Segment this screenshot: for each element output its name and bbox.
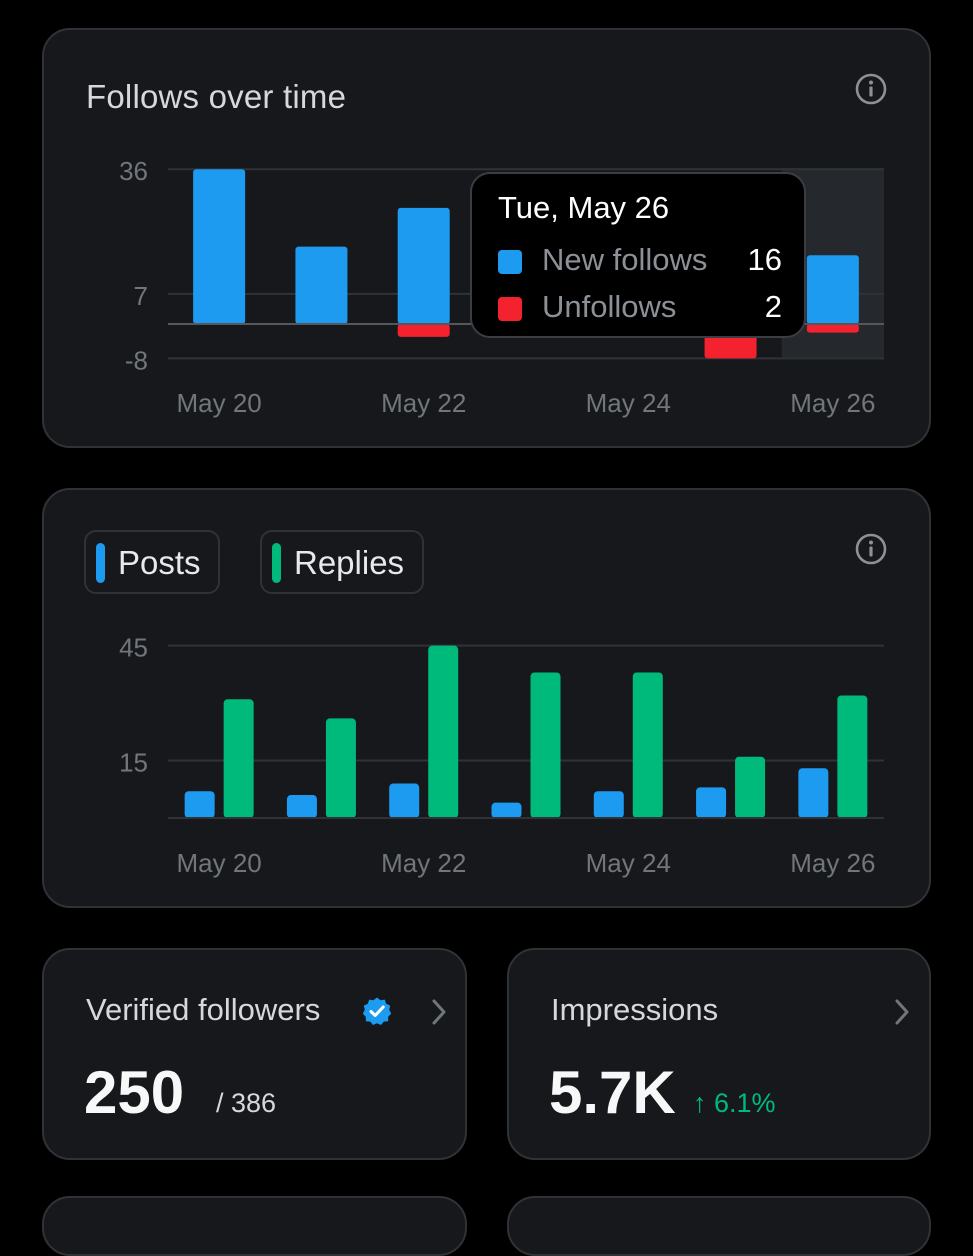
x-tick-label: May 22 [381, 848, 466, 878]
info-icon[interactable] [854, 72, 888, 106]
tooltip-value: 2 [764, 289, 782, 324]
legend-replies-toggle[interactable]: Replies [260, 530, 424, 594]
x-tick-label: May 24 [586, 848, 671, 878]
card-title: Impressions [551, 992, 719, 1027]
legend-label: Replies [294, 544, 405, 581]
posts-bar [184, 791, 215, 818]
new-follows-bar [193, 169, 246, 324]
impressions-change: ↑ 6.1% [693, 1088, 776, 1118]
replies-bar [530, 672, 561, 818]
x-tick-label: May 24 [586, 388, 671, 418]
chart-tooltip: Tue, May 26 New follows 16 Unfollows 2 [470, 172, 806, 338]
next-card-left [42, 1196, 467, 1256]
replies-bar [632, 672, 663, 818]
x-tick-label: May 26 [790, 388, 875, 418]
impressions-card[interactable]: Impressions 5.7K ↑ 6.1% [507, 948, 931, 1160]
verified-followers-count: 250 [84, 1059, 185, 1126]
y-tick-label: 7 [134, 281, 148, 311]
posts-bar [696, 787, 727, 818]
replies-bar [837, 695, 868, 818]
posts-bar [491, 802, 522, 818]
tooltip-value: 16 [747, 242, 782, 277]
next-card-right [507, 1196, 931, 1256]
verified-followers-card[interactable]: Verified followers 250 / 386 [42, 948, 467, 1160]
unfollows-bar [397, 324, 450, 337]
card-title: Follows over time [86, 78, 347, 115]
posts-bar [593, 791, 624, 818]
legend-posts-toggle[interactable]: Posts [84, 530, 220, 594]
y-tick-label: 15 [119, 748, 148, 778]
new-follows-bar [295, 246, 348, 324]
posts-bar [389, 783, 420, 818]
verified-badge-icon [362, 997, 392, 1025]
replies-color-indicator [272, 543, 281, 583]
legend-label: Posts [118, 544, 201, 581]
x-tick-label: May 20 [177, 848, 262, 878]
x-tick-label: May 26 [790, 848, 875, 878]
total-followers: / 386 [216, 1088, 277, 1118]
x-tick-label: May 20 [177, 388, 262, 418]
replies-bar [325, 718, 356, 818]
new-follows-bar [806, 255, 859, 324]
chevron-right-icon[interactable] [891, 996, 913, 1028]
chevron-right-icon[interactable] [428, 996, 450, 1028]
posts-color-indicator [96, 543, 105, 583]
tooltip-row-unfollows: Unfollows 2 [498, 289, 782, 329]
tooltip-label: Unfollows [542, 289, 677, 324]
new-follows-bar [397, 207, 450, 324]
posts-bar [286, 795, 317, 818]
posts-replies-chart: 45 15 May 20 May 22 May 24 May 26 [119, 633, 884, 878]
new-follows-swatch [498, 250, 522, 274]
replies-bar [223, 699, 254, 818]
card-title: Verified followers [86, 992, 321, 1027]
replies-bar [735, 756, 766, 818]
y-tick-label: -8 [125, 345, 148, 375]
unfollows-swatch [498, 297, 522, 321]
y-tick-label: 36 [119, 156, 148, 186]
y-tick-label: 45 [119, 633, 148, 663]
info-icon[interactable] [854, 532, 888, 566]
tooltip-label: New follows [542, 242, 708, 277]
tooltip-date: Tue, May 26 [498, 190, 670, 225]
unfollows-bar [806, 324, 859, 333]
replies-bar [428, 645, 459, 818]
tooltip-row-new-follows: New follows 16 [498, 242, 782, 282]
impressions-count: 5.7K [549, 1059, 676, 1126]
posts-bar [798, 768, 829, 818]
x-tick-label: May 22 [381, 388, 466, 418]
